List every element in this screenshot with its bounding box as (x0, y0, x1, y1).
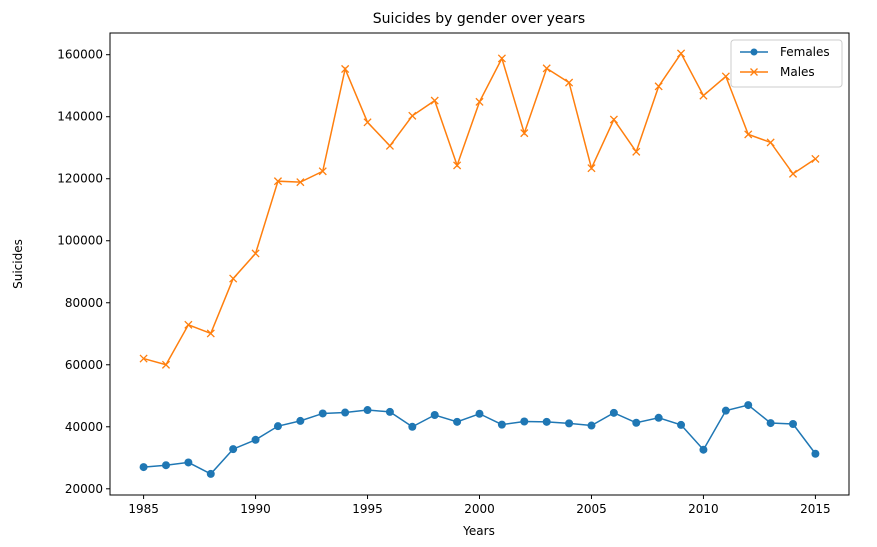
plot-area (110, 33, 849, 495)
legend-males-marker (750, 68, 758, 76)
x-tick-label: 2010 (688, 502, 719, 516)
x-tick-label: 2000 (464, 502, 495, 516)
legend-females-marker (750, 48, 758, 56)
data-point-males (273, 177, 283, 186)
data-point-females (229, 445, 238, 454)
data-point-males (699, 91, 708, 100)
data-point-females (363, 406, 372, 415)
y-tick-label: 160000 (57, 48, 103, 62)
y-axis-label: Suicides (11, 239, 25, 289)
data-point-males (453, 161, 462, 170)
data-point-males (385, 141, 394, 150)
data-point-males (788, 169, 798, 178)
x-tick-label: 2005 (576, 502, 607, 516)
data-point-males (565, 78, 574, 87)
data-point-females (497, 420, 506, 429)
data-point-females (385, 407, 394, 416)
data-point-males (609, 115, 618, 124)
data-point-females (408, 422, 417, 431)
data-point-females (430, 411, 439, 420)
data-point-females (251, 435, 260, 444)
data-point-females (609, 408, 618, 417)
x-tick-label: 1995 (352, 502, 383, 516)
data-point-males (363, 118, 372, 127)
axis-layer: 1985 1990 1995 2000 2005 2010 2015 20000 40000 60… (57, 48, 830, 516)
x-tick-label: 2015 (800, 502, 831, 516)
data-point-males (542, 64, 551, 73)
legend-females-label: Females (780, 45, 830, 59)
data-point-females (453, 417, 462, 426)
data-point-females (587, 421, 596, 430)
data-point-females (542, 417, 551, 426)
data-point-females (565, 419, 574, 428)
x-axis-label: Years (462, 524, 495, 538)
data-point-females (654, 413, 663, 422)
data-point-males (229, 274, 238, 283)
data-point-females (341, 408, 350, 417)
data-point-males (766, 138, 775, 147)
data-point-males (497, 54, 506, 63)
data-point-males (811, 154, 820, 163)
data-point-males (251, 249, 260, 258)
x-tick-label: 1985 (128, 502, 159, 516)
data-point-females (744, 401, 753, 410)
data-point-males (408, 111, 417, 120)
data-point-males (430, 96, 439, 105)
data-point-females (475, 409, 484, 418)
series-layer (139, 49, 820, 478)
y-tick-label: 40000 (65, 420, 103, 434)
y-tick-label: 80000 (65, 296, 103, 310)
data-point-females (721, 406, 730, 415)
data-point-males (475, 97, 484, 106)
data-point-males (184, 320, 193, 329)
y-tick-label: 140000 (57, 110, 103, 124)
data-point-females (789, 419, 798, 428)
y-tick-label: 120000 (57, 172, 103, 186)
data-point-males (632, 147, 641, 156)
data-point-females (766, 419, 775, 428)
data-point-males (587, 164, 596, 173)
data-point-males (296, 178, 305, 187)
data-point-females (296, 416, 305, 425)
chart-title: Suicides by gender over years (373, 11, 585, 27)
data-point-females (206, 469, 215, 478)
data-point-males (520, 129, 529, 138)
data-point-males (161, 360, 171, 369)
y-tick-label: 60000 (65, 358, 103, 372)
data-point-females (520, 417, 529, 426)
data-point-males (721, 72, 730, 81)
data-point-males (206, 329, 215, 338)
data-point-females (184, 458, 193, 467)
data-point-females (139, 463, 148, 472)
x-tick-label: 1990 (240, 502, 271, 516)
data-point-males (139, 354, 148, 363)
data-point-females (161, 461, 170, 470)
data-point-females (318, 409, 327, 418)
y-tick-label: 100000 (57, 234, 103, 248)
data-point-males (318, 167, 327, 176)
data-point-females (699, 445, 708, 454)
plot-frame (109, 32, 850, 496)
data-point-males (341, 64, 350, 74)
legend-males-label: Males (780, 65, 815, 79)
data-point-females (677, 420, 686, 429)
data-point-females (273, 422, 282, 431)
data-point-females (811, 449, 820, 458)
legend: Females Males (730, 39, 843, 88)
data-point-males (676, 49, 686, 58)
y-tick-label: 20000 (65, 482, 103, 496)
data-point-males (654, 82, 663, 91)
data-point-males (744, 130, 753, 139)
data-point-females (632, 418, 641, 427)
